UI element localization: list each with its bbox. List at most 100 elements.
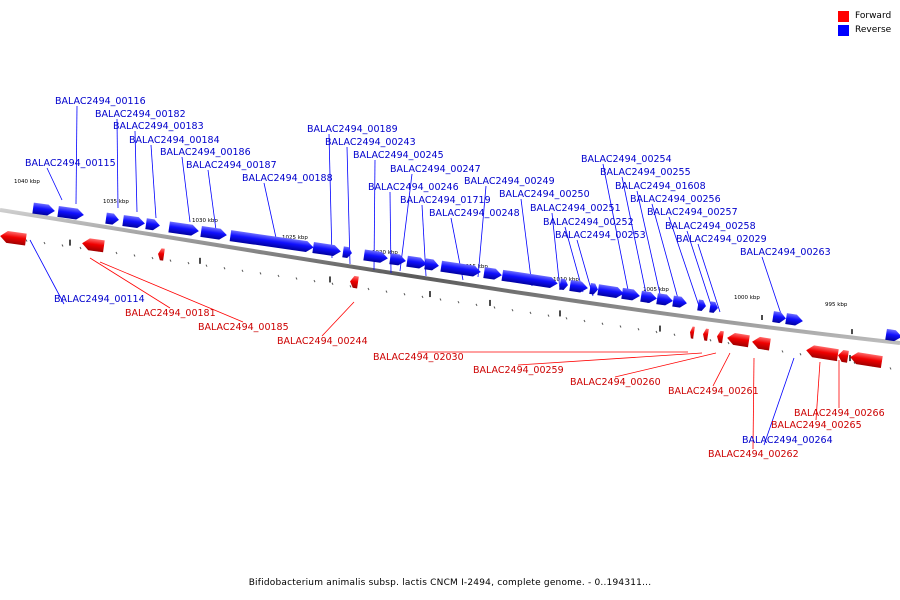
reverse-gene-label[interactable]: BALAC2494_00187 — [186, 160, 277, 171]
reverse-gene-arrow[interactable] — [168, 221, 199, 237]
reverse-gene-label[interactable]: BALAC2494_00182 — [95, 109, 186, 120]
minor-tick — [187, 261, 190, 265]
forward-gene-label[interactable]: BALAC2494_00266 — [794, 408, 885, 419]
reverse-gene-arrow[interactable] — [697, 299, 707, 312]
forward-gene-arrow[interactable] — [702, 328, 709, 341]
forward-gene-arrow[interactable] — [81, 237, 105, 253]
reverse-gene-arrow[interactable] — [105, 212, 119, 226]
minor-tick — [565, 317, 568, 320]
reverse-gene-arrow[interactable] — [656, 293, 673, 306]
reverse-gene-label[interactable]: BALAC2494_00251 — [530, 203, 621, 214]
forward-gene-arrow[interactable] — [805, 344, 839, 362]
reverse-gene-label[interactable]: BALAC2494_00252 — [543, 217, 634, 228]
forward-gene-label[interactable]: BALAC2494_00259 — [473, 365, 564, 376]
reverse-gene-arrow[interactable] — [122, 215, 145, 229]
reverse-gene-label[interactable]: BALAC2494_00186 — [160, 147, 251, 158]
scale-label: 995 kbp — [825, 302, 848, 308]
minor-tick — [133, 254, 136, 257]
reverse-label-leader — [621, 176, 649, 304]
forward-gene-label[interactable]: BALAC2494_00262 — [708, 449, 799, 460]
reverse-label-leader — [602, 163, 631, 301]
reverse-gene-arrow[interactable] — [501, 269, 558, 289]
forward-gene-arrow[interactable] — [716, 330, 724, 344]
reverse-gene-label[interactable]: BALAC2494_00263 — [740, 247, 831, 258]
reverse-gene-label[interactable]: BALAC2494_00256 — [630, 194, 721, 205]
reverse-gene-arrow[interactable] — [229, 230, 315, 253]
reverse-gene-arrow[interactable] — [785, 313, 803, 326]
forward-gene-label[interactable]: BALAC2494_00260 — [570, 377, 661, 388]
reverse-gene-label[interactable]: BALAC2494_02029 — [676, 234, 767, 245]
forward-gene-arrow[interactable] — [726, 332, 750, 348]
forward-gene-arrow[interactable] — [349, 275, 359, 289]
reverse-gene-label[interactable]: BALAC2494_00247 — [390, 164, 481, 175]
forward-gene-label[interactable]: BALAC2494_00261 — [668, 386, 759, 397]
reverse-gene-label[interactable]: BALAC2494_00253 — [555, 230, 646, 241]
reverse-gene-label[interactable]: BALAC2494_00245 — [353, 150, 444, 161]
minor-tick — [223, 267, 226, 270]
forward-gene-arrow[interactable] — [837, 349, 849, 363]
reverse-gene-label[interactable]: BALAC2494_00255 — [600, 167, 691, 178]
reverse-label-leader — [29, 239, 65, 305]
reverse-gene-arrow[interactable] — [200, 226, 227, 241]
reverse-label-leader — [116, 118, 119, 209]
forward-gene-arrow[interactable] — [689, 326, 695, 339]
forward-gene-label[interactable]: BALAC2494_00181 — [125, 308, 216, 319]
reverse-gene-label[interactable]: BALAC2494_00246 — [368, 182, 459, 193]
forward-gene-label[interactable]: BALAC2494_02030 — [373, 352, 464, 363]
reverse-gene-label[interactable]: BALAC2494_00189 — [307, 124, 398, 135]
reverse-gene-label[interactable]: BALAC2494_00114 — [54, 294, 145, 305]
reverse-gene-label[interactable]: BALAC2494_00184 — [129, 135, 220, 146]
reverse-gene-arrow[interactable] — [589, 282, 599, 295]
reverse-gene-label[interactable]: BALAC2494_00188 — [242, 173, 333, 184]
forward-gene-arrow[interactable] — [157, 248, 165, 261]
reverse-gene-label[interactable]: BALAC2494_00258 — [665, 221, 756, 232]
reverse-gene-arrow[interactable] — [312, 242, 341, 257]
reverse-gene-arrow[interactable] — [145, 218, 160, 231]
reverse-gene-arrow[interactable] — [672, 295, 688, 309]
forward-label-leader — [99, 261, 244, 323]
minor-tick — [115, 251, 118, 255]
reverse-gene-label[interactable]: BALAC2494_00243 — [325, 137, 416, 148]
reverse-gene-label[interactable]: BALAC2494_00254 — [581, 154, 672, 165]
reverse-gene-arrow[interactable] — [57, 206, 84, 220]
reverse-gene-label[interactable]: BALAC2494_00116 — [55, 96, 146, 107]
reverse-gene-arrow[interactable] — [342, 246, 352, 258]
minor-tick — [475, 303, 478, 307]
reverse-gene-arrow[interactable] — [559, 278, 569, 291]
reverse-gene-label[interactable]: BALAC2494_00257 — [647, 207, 738, 218]
reverse-gene-label[interactable]: BALAC2494_00115 — [25, 158, 116, 169]
reverse-gene-arrow[interactable] — [772, 311, 787, 324]
reverse-gene-label[interactable]: BALAC2494_00183 — [113, 121, 204, 132]
reverse-gene-arrow[interactable] — [440, 260, 481, 278]
reverse-gene-label[interactable]: BALAC2494_00250 — [499, 189, 590, 200]
forward-gene-arrow[interactable] — [0, 230, 27, 246]
minor-tick — [799, 353, 802, 356]
reverse-label-leader — [46, 167, 63, 201]
reverse-gene-arrow[interactable] — [885, 328, 900, 342]
forward-gene-label[interactable]: BALAC2494_00244 — [277, 336, 368, 347]
reverse-gene-label[interactable]: BALAC2494_00249 — [464, 176, 555, 187]
reverse-label-leader — [520, 198, 533, 287]
reverse-gene-arrow[interactable] — [406, 255, 427, 270]
reverse-label-leader — [564, 226, 584, 293]
forward-gene-arrow[interactable] — [849, 351, 883, 369]
reverse-gene-arrow[interactable] — [709, 301, 719, 313]
reverse-gene-arrow[interactable] — [597, 284, 624, 299]
reverse-gene-arrow[interactable] — [363, 249, 388, 263]
minor-tick — [43, 241, 46, 245]
reverse-gene-label[interactable]: BALAC2494_01608 — [615, 181, 706, 192]
reverse-gene-arrow[interactable] — [389, 253, 406, 266]
forward-gene-label[interactable]: BALAC2494_00185 — [198, 322, 289, 333]
forward-gene-label[interactable]: BALAC2494_00265 — [771, 420, 862, 431]
reverse-gene-arrow[interactable] — [424, 258, 439, 271]
forward-gene-arrow[interactable] — [751, 336, 771, 351]
reverse-gene-arrow[interactable] — [621, 287, 640, 302]
reverse-gene-arrow[interactable] — [32, 202, 55, 217]
reverse-gene-arrow[interactable] — [483, 267, 502, 281]
reverse-gene-arrow[interactable] — [569, 279, 588, 294]
reverse-gene-label[interactable]: BALAC2494_01719 — [400, 195, 491, 206]
reverse-gene-label[interactable]: BALAC2494_00264 — [742, 435, 833, 446]
reverse-gene-label[interactable]: BALAC2494_00248 — [429, 208, 520, 219]
reverse-label-leader — [697, 243, 721, 313]
reverse-gene-arrow[interactable] — [640, 290, 657, 304]
